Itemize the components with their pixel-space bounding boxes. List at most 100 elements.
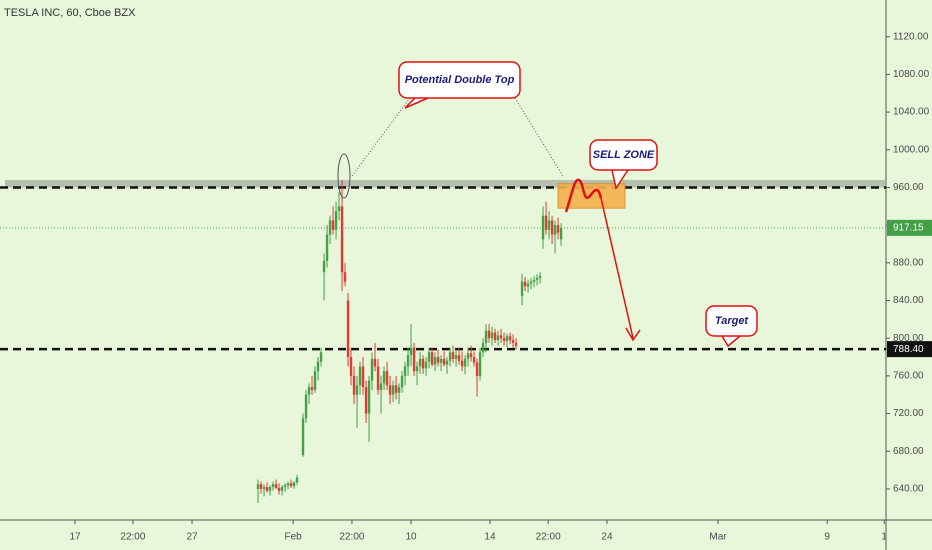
candle-body [295,477,299,483]
candle-body [358,366,362,386]
arrow-head [625,327,641,342]
candle-body [523,281,527,287]
y-tick-label: 1120.00 [893,31,929,42]
chart-title: TESLA INC, 60, Cboe BZX [4,7,136,19]
candle-body [538,276,542,278]
candle-body [391,385,395,395]
candle-body [544,215,548,230]
x-tick-label: 27 [186,532,198,543]
x-tick-label: 24 [601,532,613,543]
highlight-ellipse [337,153,351,199]
candle-body [478,352,482,376]
candle-body [355,385,359,395]
candle-body [370,358,374,381]
candle-body [400,375,404,388]
candle-body [316,361,320,372]
candle-body [256,484,260,489]
y-tick-label: 1080.00 [893,69,930,80]
candle-body [481,342,485,353]
y-tick-label: 1000.00 [893,144,930,155]
candle-body [292,482,296,487]
pointer-line [514,97,564,177]
candle-body [439,358,443,363]
candle-body [430,352,434,365]
candle-body [475,362,479,376]
candle-body [418,358,422,367]
candle-body [328,220,332,235]
candle-body [505,336,509,342]
candle-body [448,352,452,361]
candle-body [496,335,500,341]
candle-body [310,387,314,390]
candle-body [529,281,533,284]
candle-body [493,332,497,341]
resistance-band [5,179,886,188]
projection-arrow [600,197,634,339]
candle-body [535,277,539,280]
candle-body [337,206,341,212]
y-tick-label: 800.00 [893,333,924,344]
candle-body [469,353,473,358]
candle-body [280,487,284,491]
candle-body [364,387,368,414]
candle-body [277,487,281,491]
candle-body [415,366,419,372]
candle-body [511,340,515,343]
candle-body [349,357,353,376]
y-tick-label: 640.00 [893,484,924,495]
y-tick-label: 1040.00 [893,107,930,118]
pointer-line [351,97,411,177]
candle-body [325,234,329,261]
candle-body [553,225,557,235]
candle-body [385,371,389,386]
candle-body [499,335,503,339]
x-tick-label: Feb [285,532,303,543]
candle-body [427,352,431,362]
candle-body [541,215,545,240]
candle-body [268,487,272,491]
candle-body [346,300,350,358]
candle-body [289,483,293,487]
candle-body [304,394,308,419]
candle-body [559,227,563,240]
candle-body [532,279,536,282]
candle-body [520,281,524,296]
x-tick-label: 22:00 [120,532,145,543]
candle-body [472,357,476,363]
candle-body [388,385,392,395]
candle-body [547,220,551,230]
candle-body [340,206,344,273]
candle-body [442,358,446,365]
candle-body [556,225,560,233]
price-label-box [887,341,932,358]
candle-body [484,330,488,343]
last-price-box [887,219,932,236]
candle-body [373,358,377,367]
callout-box [705,305,758,337]
candle-body [490,332,494,339]
y-tick-label: 720.00 [893,408,924,419]
callout-tail [721,335,741,348]
candle-body [412,347,416,372]
x-tick-label: 9 [824,532,830,543]
candle-body [334,211,338,230]
candle-body [466,353,470,359]
candle-body [421,358,425,369]
x-tick-label: 22:00 [536,532,561,543]
candle-body [382,371,386,384]
callout-text: Target [715,315,750,327]
candle-body [433,357,437,365]
candle-body [352,375,356,395]
x-tick-label: Mar [709,532,727,543]
candle-body [379,383,383,390]
projection-curve [564,178,603,213]
candle-body [445,360,449,365]
x-tick-label: 14 [484,532,496,543]
callout-tail [611,169,629,190]
candle-body [526,283,530,287]
y-tick-label: 680.00 [893,446,924,457]
price-label: 788.40 [893,344,924,355]
candle-body [409,347,413,356]
y-tick-label: 960.00 [893,182,924,193]
